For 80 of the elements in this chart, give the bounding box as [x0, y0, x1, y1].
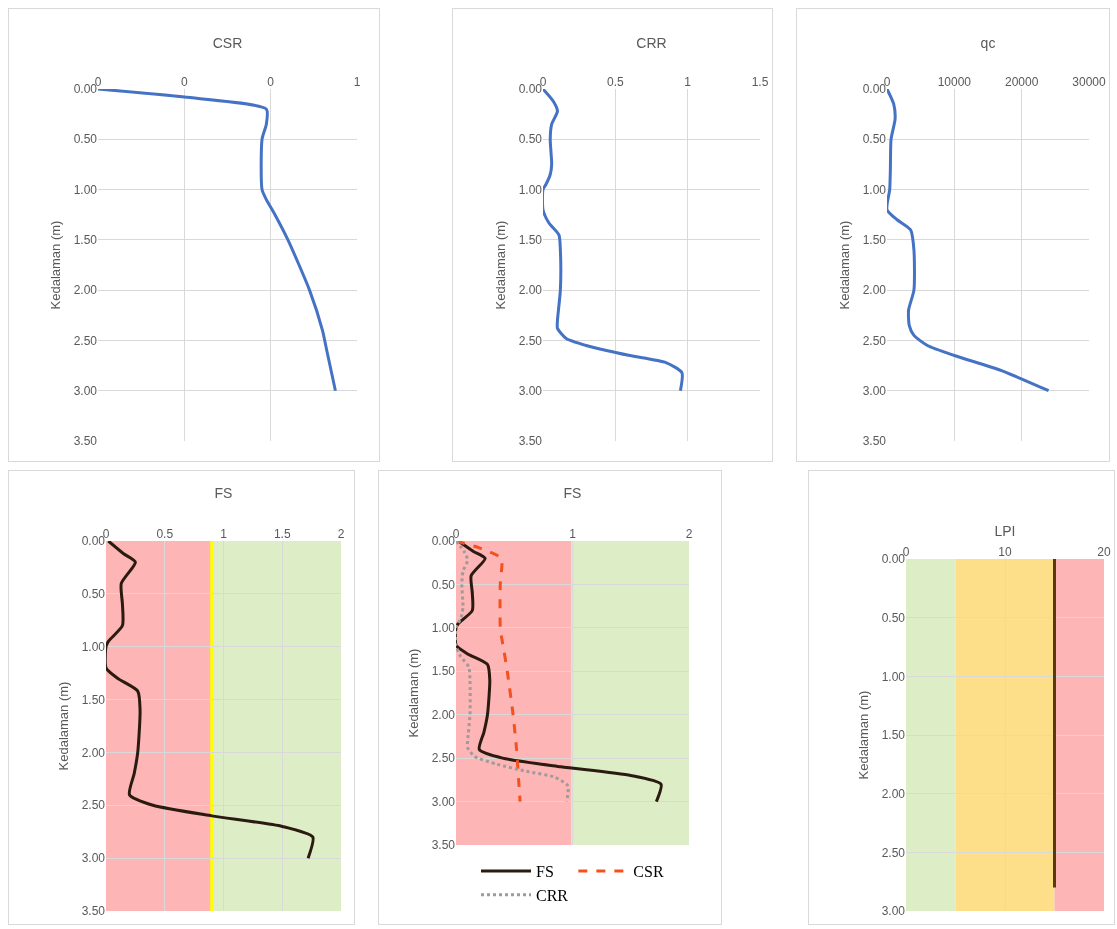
x-tick-label: 1 — [220, 526, 228, 541]
y-tick-label: 0.50 — [431, 577, 456, 592]
y-tick-label: 1.00 — [881, 669, 906, 684]
x-tick-label: 10000 — [937, 74, 972, 89]
x-tick-label: 0 — [180, 74, 188, 89]
y-tick-label: 0.50 — [73, 132, 98, 147]
x-tick-label: 30000 — [1072, 74, 1107, 89]
y-tick-label: 1.50 — [81, 692, 106, 707]
line-series — [106, 541, 315, 860]
y-tick-label: 3.50 — [431, 838, 456, 853]
chart-title: FS — [214, 484, 233, 501]
chart-title: qc — [980, 34, 996, 51]
y-tick-label: 2.00 — [81, 745, 106, 760]
y-tick-label: 1.50 — [862, 233, 887, 248]
y-tick-label: 2.00 — [73, 283, 98, 298]
y-tick-label: 1.50 — [431, 664, 456, 679]
y-tick-label: 3.00 — [81, 851, 106, 866]
x-tick-label: 1.5 — [273, 526, 291, 541]
x-tick-label: 1 — [684, 74, 692, 89]
x-tick-label: 1 — [353, 74, 361, 89]
legend-label: CSR — [633, 863, 664, 881]
y-tick-label: 0.50 — [81, 587, 106, 602]
y-tick-label: 1.00 — [73, 182, 98, 197]
line-series — [456, 541, 522, 804]
y-tick-label: 3.00 — [862, 383, 887, 398]
y-tick-label: 0.50 — [862, 132, 887, 147]
y-axis-title: Kedalaman (m) — [855, 690, 871, 780]
x-tick-label: 2 — [337, 526, 345, 541]
y-tick-label: 1.00 — [431, 621, 456, 636]
y-tick-label: 0.50 — [881, 610, 906, 625]
y-tick-label: 2.50 — [862, 333, 887, 348]
y-axis-title: Kedalaman (m) — [492, 220, 508, 310]
x-tick-label: 0.5 — [156, 526, 174, 541]
y-axis-title: Kedalaman (m) — [836, 220, 852, 310]
line-series — [887, 89, 1051, 393]
x-tick-label: 0 — [267, 74, 275, 89]
x-tick-label: 20 — [1097, 544, 1111, 559]
y-tick-label: 2.00 — [862, 283, 887, 298]
y-tick-label: 3.00 — [431, 794, 456, 809]
y-axis-title: Kedalaman (m) — [47, 220, 63, 310]
y-tick-label: 1.50 — [518, 233, 543, 248]
x-tick-label: 2 — [685, 526, 693, 541]
line-series — [456, 541, 570, 804]
y-tick-label: 2.00 — [881, 786, 906, 801]
legend-label: FS — [536, 863, 554, 881]
y-tick-label: 1.00 — [81, 639, 106, 654]
x-tick-label: 0.5 — [606, 74, 624, 89]
x-tick-label: 1 — [569, 526, 577, 541]
y-tick-label: 3.50 — [862, 434, 887, 449]
y-tick-label: 3.00 — [881, 904, 906, 919]
y-tick-label: 3.50 — [518, 434, 543, 449]
y-tick-label: 2.50 — [73, 333, 98, 348]
y-tick-label: 2.00 — [431, 707, 456, 722]
chart-title: FS — [563, 484, 582, 501]
y-tick-label: 3.50 — [81, 904, 106, 919]
x-tick-label: 10 — [998, 544, 1012, 559]
y-tick-label: 1.50 — [73, 233, 98, 248]
y-axis-title: Kedalaman (m) — [55, 681, 71, 771]
chart-title: CRR — [636, 34, 667, 51]
y-tick-label: 1.00 — [862, 182, 887, 197]
chart-title: LPI — [994, 522, 1016, 539]
y-tick-label: 3.00 — [73, 383, 98, 398]
y-tick-label: 0.50 — [518, 132, 543, 147]
x-tick-label: 20000 — [1004, 74, 1039, 89]
y-tick-label: 1.00 — [518, 182, 543, 197]
y-tick-label: 2.50 — [81, 798, 106, 813]
y-tick-label: 3.00 — [518, 383, 543, 398]
y-tick-label: 1.50 — [881, 728, 906, 743]
y-tick-label: 2.50 — [518, 333, 543, 348]
chart-title: CSR — [212, 34, 243, 51]
y-tick-label: 2.00 — [518, 283, 543, 298]
y-axis-title: Kedalaman (m) — [405, 648, 421, 738]
line-series — [543, 89, 684, 393]
y-tick-label: 2.50 — [881, 845, 906, 860]
y-tick-label: 2.50 — [431, 751, 456, 766]
line-series — [98, 89, 337, 393]
y-tick-label: 3.50 — [73, 434, 98, 449]
x-tick-label: 1.5 — [751, 74, 769, 89]
line-series — [456, 541, 663, 804]
legend-label: CRR — [536, 887, 569, 905]
